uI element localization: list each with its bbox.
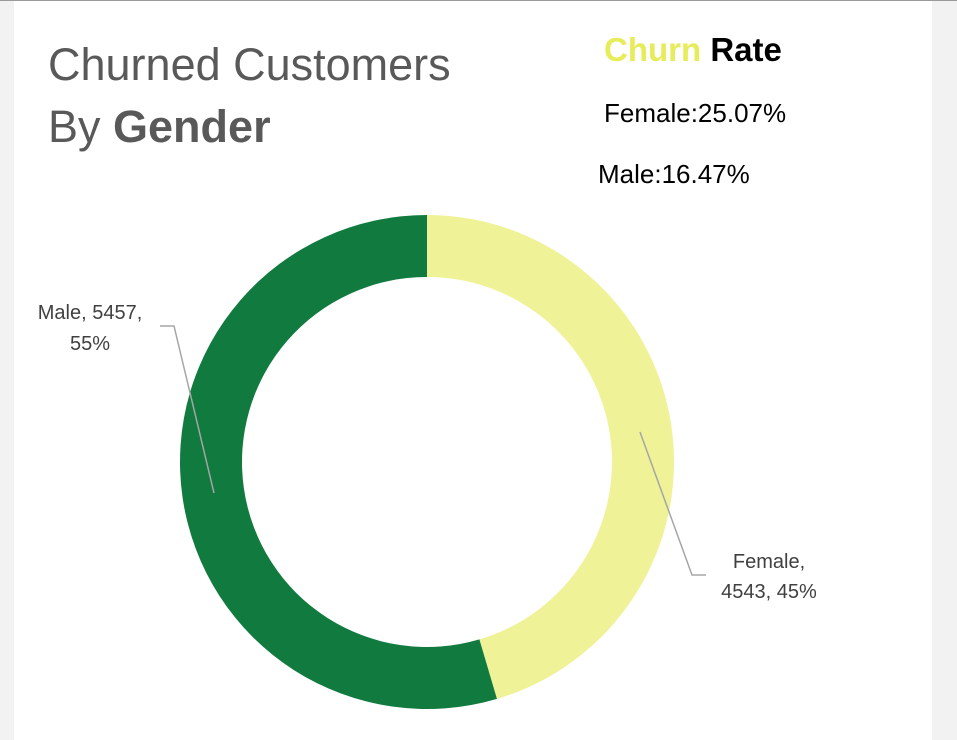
churn-rate-heading: Churn Rate: [604, 30, 782, 70]
chart-card: [14, 1, 932, 740]
slice-male: [179, 215, 497, 710]
data-label-female-line1: Female,: [733, 551, 805, 573]
rate-word: Rate: [710, 31, 782, 68]
top-border: [0, 0, 957, 1]
slice-female: [427, 215, 674, 699]
leader-line-female: [639, 431, 706, 576]
data-label-female-line2: 4543, 45%: [721, 581, 817, 603]
leader-line-male: [160, 325, 215, 494]
chart-title-bold: Gender: [113, 101, 271, 152]
female-churn-rate: Female:25.07%: [604, 98, 787, 128]
chart-title-line2: By Gender: [48, 96, 451, 158]
churn-word: Churn: [604, 31, 702, 68]
chart-title: Churned Customers By Gender: [48, 34, 451, 158]
chart-title-line1: Churned Customers: [48, 39, 451, 90]
data-label-male-line2: 55%: [70, 333, 110, 355]
male-churn-rate: Male:16.47%: [598, 159, 750, 189]
data-label-male-line1: Male, 5457,: [38, 302, 143, 324]
chart-title-prefix: By: [48, 101, 101, 152]
